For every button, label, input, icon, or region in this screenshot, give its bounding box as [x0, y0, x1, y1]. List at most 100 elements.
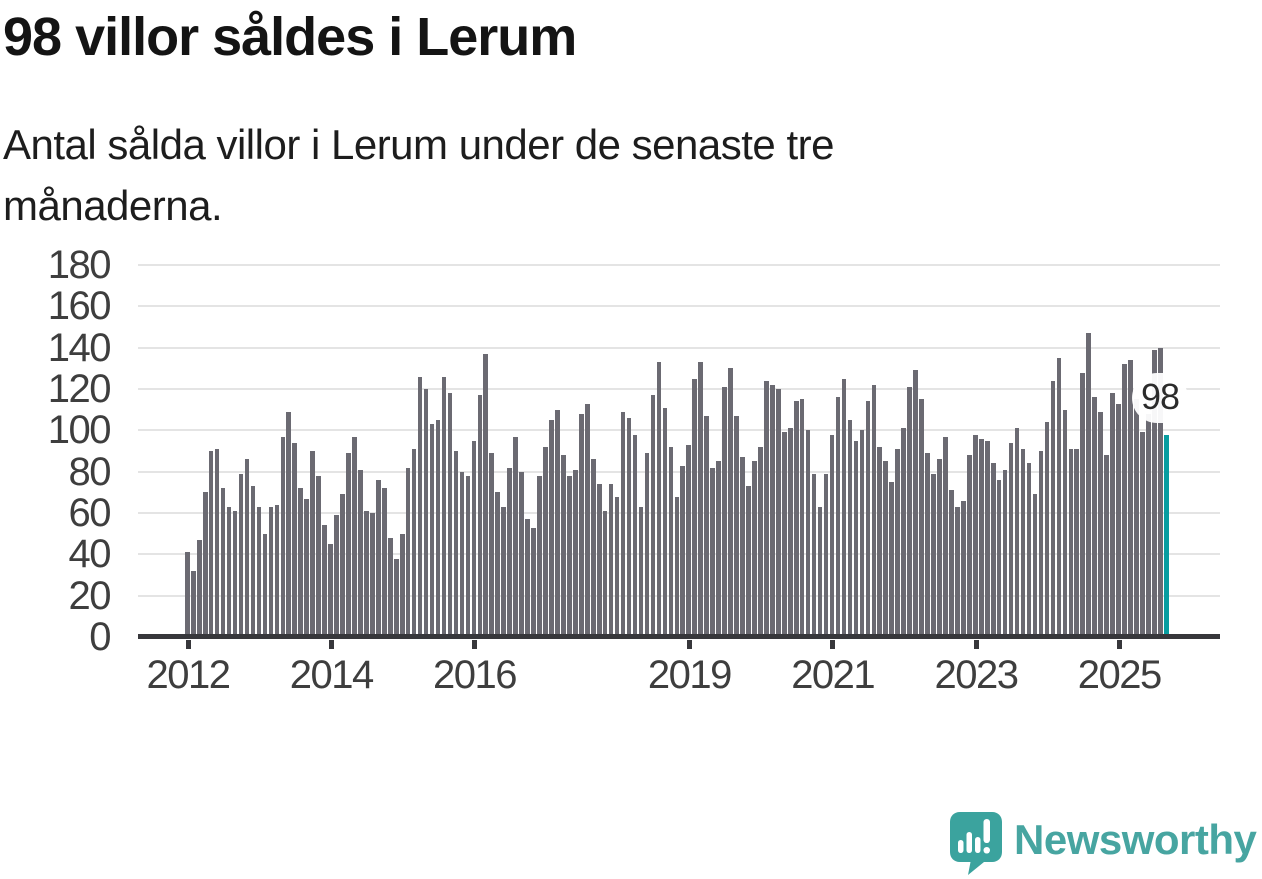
bar: [274, 504, 280, 637]
bar: [513, 436, 518, 637]
bar: [805, 430, 811, 637]
bar: [692, 378, 697, 637]
bar: [853, 440, 859, 637]
bar: [925, 453, 930, 637]
bar: [752, 461, 757, 637]
bar: [620, 411, 626, 637]
gridline-180: [138, 264, 1220, 266]
bar: [1044, 422, 1050, 637]
bar: [561, 455, 566, 637]
bar: [871, 384, 877, 637]
bar: [393, 558, 399, 637]
bar: [549, 420, 554, 637]
bar: [817, 506, 823, 637]
gridline-100: [138, 429, 1220, 432]
bar: [579, 413, 584, 637]
bar: [865, 401, 871, 637]
y-tick-label-60: 60: [68, 491, 112, 535]
bar: [1152, 349, 1157, 637]
bar: [889, 482, 894, 637]
bar: [346, 453, 351, 637]
bar: [656, 362, 662, 637]
bar: [686, 444, 692, 637]
bar: [185, 552, 190, 637]
bar: [298, 488, 303, 637]
bar: [196, 539, 202, 637]
bar: [507, 467, 512, 637]
x-tick-label-2014: 2014: [289, 653, 374, 697]
bar: [1128, 360, 1133, 637]
bar: [877, 446, 883, 637]
bar: [1080, 372, 1086, 637]
bar: [1122, 364, 1127, 637]
bar: [435, 420, 441, 637]
bar: [519, 471, 524, 637]
bar: [961, 500, 966, 637]
bar: [758, 446, 763, 637]
bar: [268, 506, 274, 637]
bar: [423, 389, 429, 637]
bar: [292, 442, 298, 637]
bar: [776, 389, 781, 637]
bar: [799, 399, 805, 637]
x-tick-2014: [328, 640, 334, 649]
bar: [459, 471, 465, 637]
x-tick-label-2019: 2019: [647, 653, 732, 697]
x-tick-label-2025: 2025: [1077, 653, 1162, 697]
bar: [1002, 469, 1008, 637]
bar: [1104, 455, 1109, 637]
bar: [238, 473, 244, 637]
bar: [328, 544, 333, 637]
bar: [823, 473, 829, 637]
bar: [901, 428, 906, 637]
bar: [543, 446, 548, 637]
bar: [937, 459, 942, 637]
bar: [382, 488, 387, 637]
x-tick-2019: [686, 640, 692, 649]
bar: [1014, 428, 1020, 637]
bar: [931, 473, 936, 637]
bar: [949, 490, 954, 637]
bar: [525, 519, 530, 637]
bar: [680, 465, 686, 637]
bar: [919, 399, 924, 637]
bar: [214, 448, 220, 637]
bar: [322, 525, 327, 637]
newsworthy-logo-icon: [950, 812, 1002, 875]
bar: [638, 506, 644, 637]
highlighted-bar: [1164, 434, 1169, 637]
bar: [465, 475, 471, 637]
y-tick-label-40: 40: [68, 532, 112, 577]
bar: [226, 506, 232, 637]
bar: [310, 451, 315, 637]
bar: [477, 395, 483, 637]
bar: [913, 370, 918, 637]
bar: [955, 506, 960, 637]
bar: [537, 475, 542, 637]
bar: [728, 368, 733, 637]
bar: [746, 486, 751, 637]
bar: [990, 463, 996, 637]
x-axis-line: [138, 634, 1220, 639]
bar: [429, 424, 435, 637]
bar: [1056, 358, 1062, 637]
y-tick-label-120: 120: [47, 367, 112, 411]
bar: [489, 453, 495, 637]
bar: [674, 496, 680, 637]
bar: [1134, 399, 1139, 637]
bar: [740, 457, 745, 637]
bar: [202, 492, 208, 637]
page-title: 98 villor såldes i Lerum: [3, 7, 577, 67]
x-tick-2023: [973, 640, 979, 649]
bar: [614, 496, 620, 637]
bar: [453, 451, 459, 637]
gridline-80: [138, 470, 1220, 473]
bar-series: [185, 265, 1170, 637]
bar: [441, 376, 447, 637]
bar: [250, 486, 256, 637]
x-tick-label-2012: 2012: [146, 653, 231, 697]
bar: [978, 438, 984, 637]
bar: [256, 506, 262, 637]
bar: [584, 403, 590, 637]
bar: [811, 473, 817, 637]
